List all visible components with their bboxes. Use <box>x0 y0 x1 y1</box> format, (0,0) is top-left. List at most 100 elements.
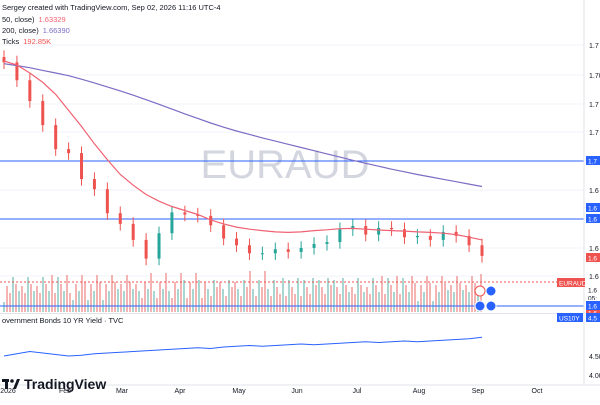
volume-legend-label: Ticks 192.85K <box>2 37 51 46</box>
volume-bar <box>252 289 254 312</box>
volume-bar <box>120 284 122 312</box>
tradingview-logo[interactable]: TradingView <box>2 376 106 392</box>
volume-bar <box>324 294 326 312</box>
candle-body <box>2 57 6 63</box>
event-markers[interactable] <box>474 285 497 312</box>
price-tag-label: 1.6 <box>588 256 597 263</box>
volume-bar <box>438 292 440 312</box>
volume-bar <box>231 287 233 312</box>
volume-bar <box>297 278 299 312</box>
volume-bar <box>69 293 71 312</box>
volume-bar <box>33 291 35 312</box>
time-axis-label: Jun <box>291 388 302 395</box>
volume-bar <box>306 287 308 312</box>
volume-bar <box>6 286 8 312</box>
time-axis[interactable]: 2026 Feb Mar Apr May Jun Jul Aug Sep Oct <box>0 384 600 395</box>
volume-bar <box>168 291 170 312</box>
ma200-line <box>3 63 483 188</box>
time-axis-label: May <box>232 388 246 395</box>
candle-body <box>351 226 355 230</box>
event-marker-icon[interactable] <box>474 285 486 297</box>
time-axis-label: Apr <box>175 388 187 395</box>
time-axis-label: Mar <box>116 388 129 395</box>
volume-bar <box>144 282 146 312</box>
volume-bar <box>216 287 218 312</box>
event-marker-icon[interactable] <box>474 300 486 312</box>
candle-body <box>428 235 432 240</box>
volume-bar <box>171 298 173 312</box>
volume-bar <box>75 284 77 312</box>
volume-bar <box>321 287 323 312</box>
volume-bar <box>270 296 272 312</box>
volume-bar <box>36 286 38 312</box>
volume-bar <box>426 276 428 312</box>
candles <box>2 50 484 266</box>
yield-tag <box>586 313 600 322</box>
candle-body <box>118 213 122 224</box>
ma50-legend-label: 50, close) 1.63329 <box>2 15 66 24</box>
price-axis[interactable]: 1.71.701.71.71.61.61.61.61.71.61.61.6EUR… <box>557 0 600 385</box>
candle-body <box>364 226 368 235</box>
volume-bar <box>375 285 377 312</box>
time-axis-label: Aug <box>413 388 426 395</box>
candle-body <box>222 225 226 239</box>
volume-bar <box>399 294 401 312</box>
price-tag-label: 1.6 <box>588 304 597 311</box>
volume-bar <box>369 294 371 312</box>
volume-bar <box>42 277 44 312</box>
ma50-line <box>3 60 483 241</box>
volume-bar <box>261 287 263 312</box>
volume-bar <box>435 285 437 312</box>
volume-bar <box>282 278 284 312</box>
volume-bar <box>363 292 365 312</box>
yield-tick-label: 4.50 <box>589 354 600 361</box>
candle-body <box>67 149 71 154</box>
event-marker-icon[interactable] <box>485 300 497 312</box>
time-axis-label: Sep <box>472 388 485 395</box>
candle-body <box>467 235 471 246</box>
event-marker-icon[interactable] <box>485 285 497 297</box>
volume-bar <box>378 292 380 312</box>
price-tag <box>586 156 600 165</box>
candle-body <box>273 249 277 254</box>
price-tick-label: 1.7 <box>589 130 599 137</box>
time-axis-label: Feb <box>59 388 71 395</box>
volume-bar <box>162 289 164 312</box>
volume-bar <box>186 298 188 312</box>
volume-bar <box>189 282 191 312</box>
volume-bar <box>228 280 230 312</box>
volume-bar <box>471 276 473 312</box>
volume-bar <box>99 282 101 312</box>
volume-bar <box>273 280 275 312</box>
volume-bar <box>441 276 443 312</box>
volume-bar <box>54 293 56 312</box>
volume-bar <box>420 285 422 312</box>
tradingview-logo-text: TradingView <box>24 376 107 392</box>
volume-bar <box>384 294 386 312</box>
volume-bar <box>192 289 194 312</box>
volume-bar <box>291 287 293 312</box>
candle-body <box>247 245 251 254</box>
price-tick-label: 1.6 <box>589 246 599 253</box>
candle-body <box>312 243 316 248</box>
volume-bar <box>462 290 464 312</box>
volume-bar <box>354 294 356 312</box>
volume-bar <box>468 292 470 312</box>
volume-bar <box>12 277 14 312</box>
candle-body <box>105 189 109 214</box>
tradingview-logo-icon <box>2 378 20 389</box>
volume-bar <box>27 277 29 312</box>
volume-bar <box>372 278 374 312</box>
volume-bar <box>159 282 161 312</box>
price-tag-label: 05: <box>588 296 597 303</box>
candle-body <box>377 227 381 235</box>
candle-body <box>209 215 213 226</box>
candle-body <box>196 214 200 216</box>
volume-bar <box>447 290 449 312</box>
horizontal-levels <box>0 160 584 307</box>
volume-bar <box>141 298 143 312</box>
yield-tag-label: 4.5 <box>588 316 597 323</box>
volume-bar <box>174 282 176 312</box>
volume-bar <box>57 277 59 312</box>
